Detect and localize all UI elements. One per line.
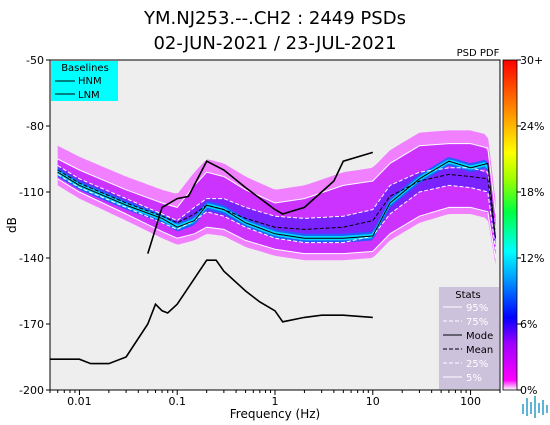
colorbar-tick-label: 12% [520,252,544,265]
density-band-95 [57,143,496,258]
colorbar-tick-label: 6% [520,318,537,331]
baseline-lines-layer [50,151,374,365]
baseline-hnm-line [147,151,374,254]
x-axis-label: Frequency (Hz) [230,407,321,421]
stat-line-mean [57,169,496,239]
chart-title-line1: YM.NJ253.--.CH2 : 2449 PSDs [143,8,406,29]
legend-entry-p75: 75% [466,317,488,328]
stats-legend: Stats 95% 75% Mode Mean 25% 5% [439,287,499,389]
y-tick-label: -200 [19,384,44,397]
legend-entry-lnm: LNM [78,90,100,101]
stat-line-mode [57,160,496,239]
x-tick-label: 1 [272,395,279,408]
y-axis-label: dB [5,217,19,233]
stat-line-p5 [57,178,496,259]
x-tick-label: 0.1 [168,395,186,408]
y-tick-label: -140 [19,252,44,265]
baselines-legend-title: Baselines [61,63,109,74]
y-tick-label: -110 [19,186,44,199]
x-tick-label: 0.01 [67,395,92,408]
x-tick-label: 100 [460,395,481,408]
y-tick-label: -80 [26,120,44,133]
colorbar-tick-label: 0% [520,384,537,397]
stats-lines-layer [57,143,496,259]
baseline-lnm-line [50,259,373,365]
legend-entry-p25: 25% [466,359,488,370]
logo-icon [522,396,548,418]
y-axis: -50 -80 -110 -140 -170 -200 [19,54,50,397]
colorbar-tick-label: 30+ [520,54,543,67]
x-tick-label: 10 [366,395,380,408]
density-band-peak [57,159,496,241]
stats-legend-title: Stats [455,290,481,301]
baselines-legend: Baselines HNM LNM [51,61,118,101]
legend-entry-mode: Mode [466,331,493,342]
chart-title-line2: 02-JUN-2021 / 23-JUL-2021 [153,33,396,54]
stat-line-p25 [57,173,496,250]
colorbar-title: PSD PDF [457,48,500,59]
stat-line-p95 [57,143,496,215]
y-tick-label: -50 [26,54,44,67]
legend-entry-hnm: HNM [78,76,102,87]
colorbar [502,59,518,391]
stat-line-p75 [57,165,496,232]
legend-entry-p95: 95% [466,303,488,314]
colorbar-tick-label: 18% [520,186,544,199]
colorbar-ticks: 30+ 24% 18% 12% 6% 0% [517,54,544,397]
y-tick-label: -170 [19,318,44,331]
legend-entry-p5: 5% [466,373,482,384]
legend-entry-mean: Mean [466,345,493,356]
colorbar-tick-label: 24% [520,120,544,133]
x-axis: 0.01 0.1 1 10 100 [49,390,501,408]
